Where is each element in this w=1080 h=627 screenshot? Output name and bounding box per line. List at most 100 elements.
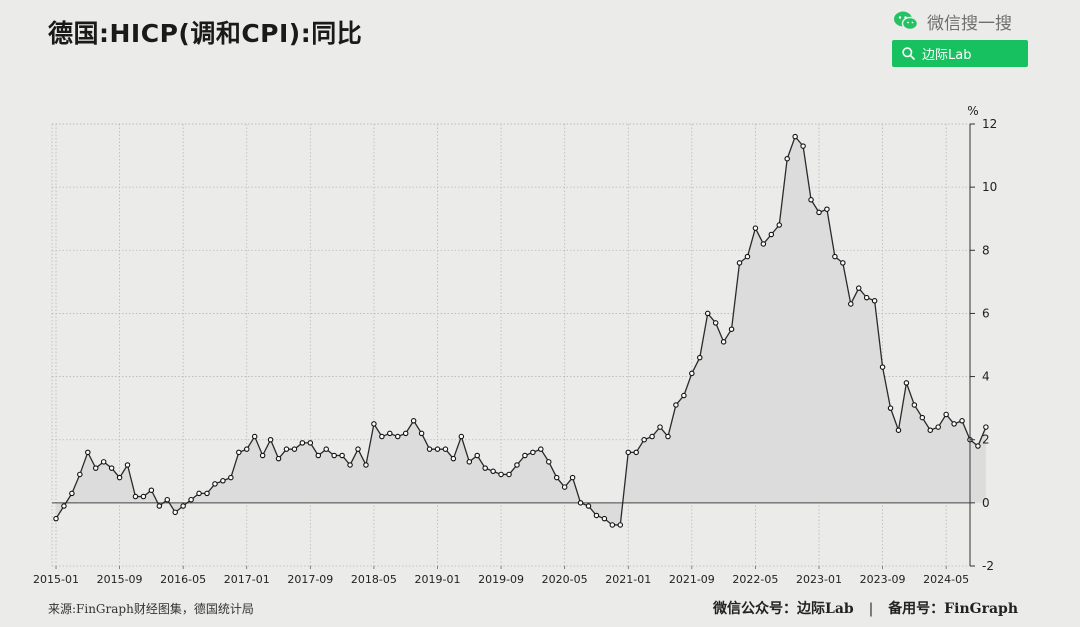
page-title: 德国:HICP(调和CPI):同比 — [48, 19, 363, 48]
data-point — [855, 285, 862, 291]
y-tick-label: 8 — [982, 243, 990, 257]
data-point — [355, 446, 361, 452]
data-point — [848, 301, 854, 307]
wechat-search-label: 微信搜一搜 — [927, 13, 1012, 34]
data-point — [800, 143, 806, 149]
data-point — [347, 462, 353, 468]
data-point — [935, 424, 941, 430]
data-point — [275, 455, 282, 462]
data-point — [776, 222, 783, 228]
account-info: 微信公众号：边际Lab | 备用号：FinGraph — [713, 598, 1018, 618]
data-point — [434, 446, 441, 452]
data-point — [840, 260, 846, 266]
data-point — [371, 421, 377, 427]
data-point — [879, 364, 886, 370]
wechat-search-brand: 微信搜一搜 — [893, 9, 1012, 34]
data-point — [61, 503, 67, 509]
separator: | — [868, 601, 874, 617]
data-point — [108, 465, 115, 471]
y-tick-label: 12 — [982, 117, 997, 131]
x-tick-label: 2015-01 — [33, 573, 79, 586]
x-axis-ticks: 2015-01 2015-09 2016-05 2017-01 2017-09 2018-… — [33, 566, 969, 586]
data-point — [887, 405, 894, 411]
data-point — [585, 503, 592, 509]
x-tick-label: 2022-05 — [732, 573, 778, 586]
data-point — [506, 471, 512, 478]
data-point — [625, 449, 631, 456]
search-button[interactable]: 边际Lab — [892, 40, 1028, 67]
data-point — [283, 446, 290, 452]
data-point — [458, 433, 465, 440]
data-point — [895, 427, 902, 433]
y-tick-label: 2 — [982, 433, 990, 447]
data-point — [514, 462, 520, 468]
data-point — [331, 452, 337, 459]
series-line — [55, 135, 987, 526]
y-tick-label: -2 — [982, 559, 994, 573]
source-note: 来源:FinGraph财经图集，德国统计局 — [48, 602, 254, 616]
data-point — [315, 452, 322, 459]
data-point — [752, 225, 759, 231]
data-point — [418, 430, 425, 437]
data-point — [236, 449, 242, 456]
data-point — [633, 449, 639, 456]
data-point — [959, 418, 965, 424]
data-point — [339, 452, 345, 459]
data-point — [204, 490, 210, 497]
series-area — [56, 136, 986, 525]
backup-account: 备用号：FinGraph — [888, 601, 1018, 617]
data-point — [951, 421, 957, 427]
data-point — [395, 433, 401, 440]
x-tick-label: 2017-09 — [287, 573, 333, 586]
data-point — [657, 424, 663, 430]
data-point — [100, 459, 107, 465]
data-point — [784, 155, 790, 162]
data-point — [720, 339, 727, 345]
data-point — [402, 430, 409, 437]
data-point — [983, 424, 989, 430]
data-point — [760, 241, 767, 247]
x-tick-label: 2024-05 — [923, 573, 969, 586]
data-points — [53, 133, 989, 528]
data-point — [943, 411, 949, 418]
data-point — [919, 414, 926, 421]
x-tick-label: 2019-09 — [478, 573, 524, 586]
x-tick-label: 2023-01 — [796, 573, 842, 586]
data-point — [808, 197, 814, 203]
data-point — [601, 515, 608, 522]
data-point — [736, 260, 743, 266]
search-button-label: 边际Lab — [922, 48, 972, 63]
data-point — [148, 487, 155, 493]
x-tick-label: 2021-01 — [605, 573, 651, 586]
data-point — [728, 326, 735, 332]
data-point — [116, 474, 123, 481]
data-point — [482, 465, 488, 471]
data-point — [410, 418, 417, 424]
data-point — [863, 294, 870, 301]
data-point — [259, 452, 266, 459]
data-point — [228, 474, 234, 481]
data-point — [561, 484, 568, 490]
data-point — [299, 440, 306, 446]
data-point — [522, 452, 528, 459]
data-point — [92, 465, 99, 471]
data-point — [291, 446, 298, 452]
data-point — [450, 455, 457, 462]
data-point — [323, 446, 329, 452]
line-chart: -2 0 2 4 6 8 10 12 2015-01 2015-09 2016-05 2017-01… — [33, 104, 997, 586]
x-tick-label: 2017-01 — [224, 573, 270, 586]
x-tick-label: 2016-05 — [160, 573, 206, 586]
data-point — [243, 446, 250, 452]
data-point — [609, 522, 616, 528]
data-point — [442, 446, 449, 452]
data-point — [792, 133, 798, 140]
data-point — [426, 446, 433, 452]
data-point — [164, 496, 171, 503]
data-point — [188, 496, 194, 503]
data-point — [593, 512, 600, 519]
x-tick-label: 2021-09 — [669, 573, 715, 586]
y-axis-ticks: -2 0 2 4 6 8 10 12 — [970, 117, 997, 573]
x-tick-label: 2023-09 — [860, 573, 906, 586]
data-point — [172, 509, 178, 516]
data-point — [681, 392, 687, 399]
